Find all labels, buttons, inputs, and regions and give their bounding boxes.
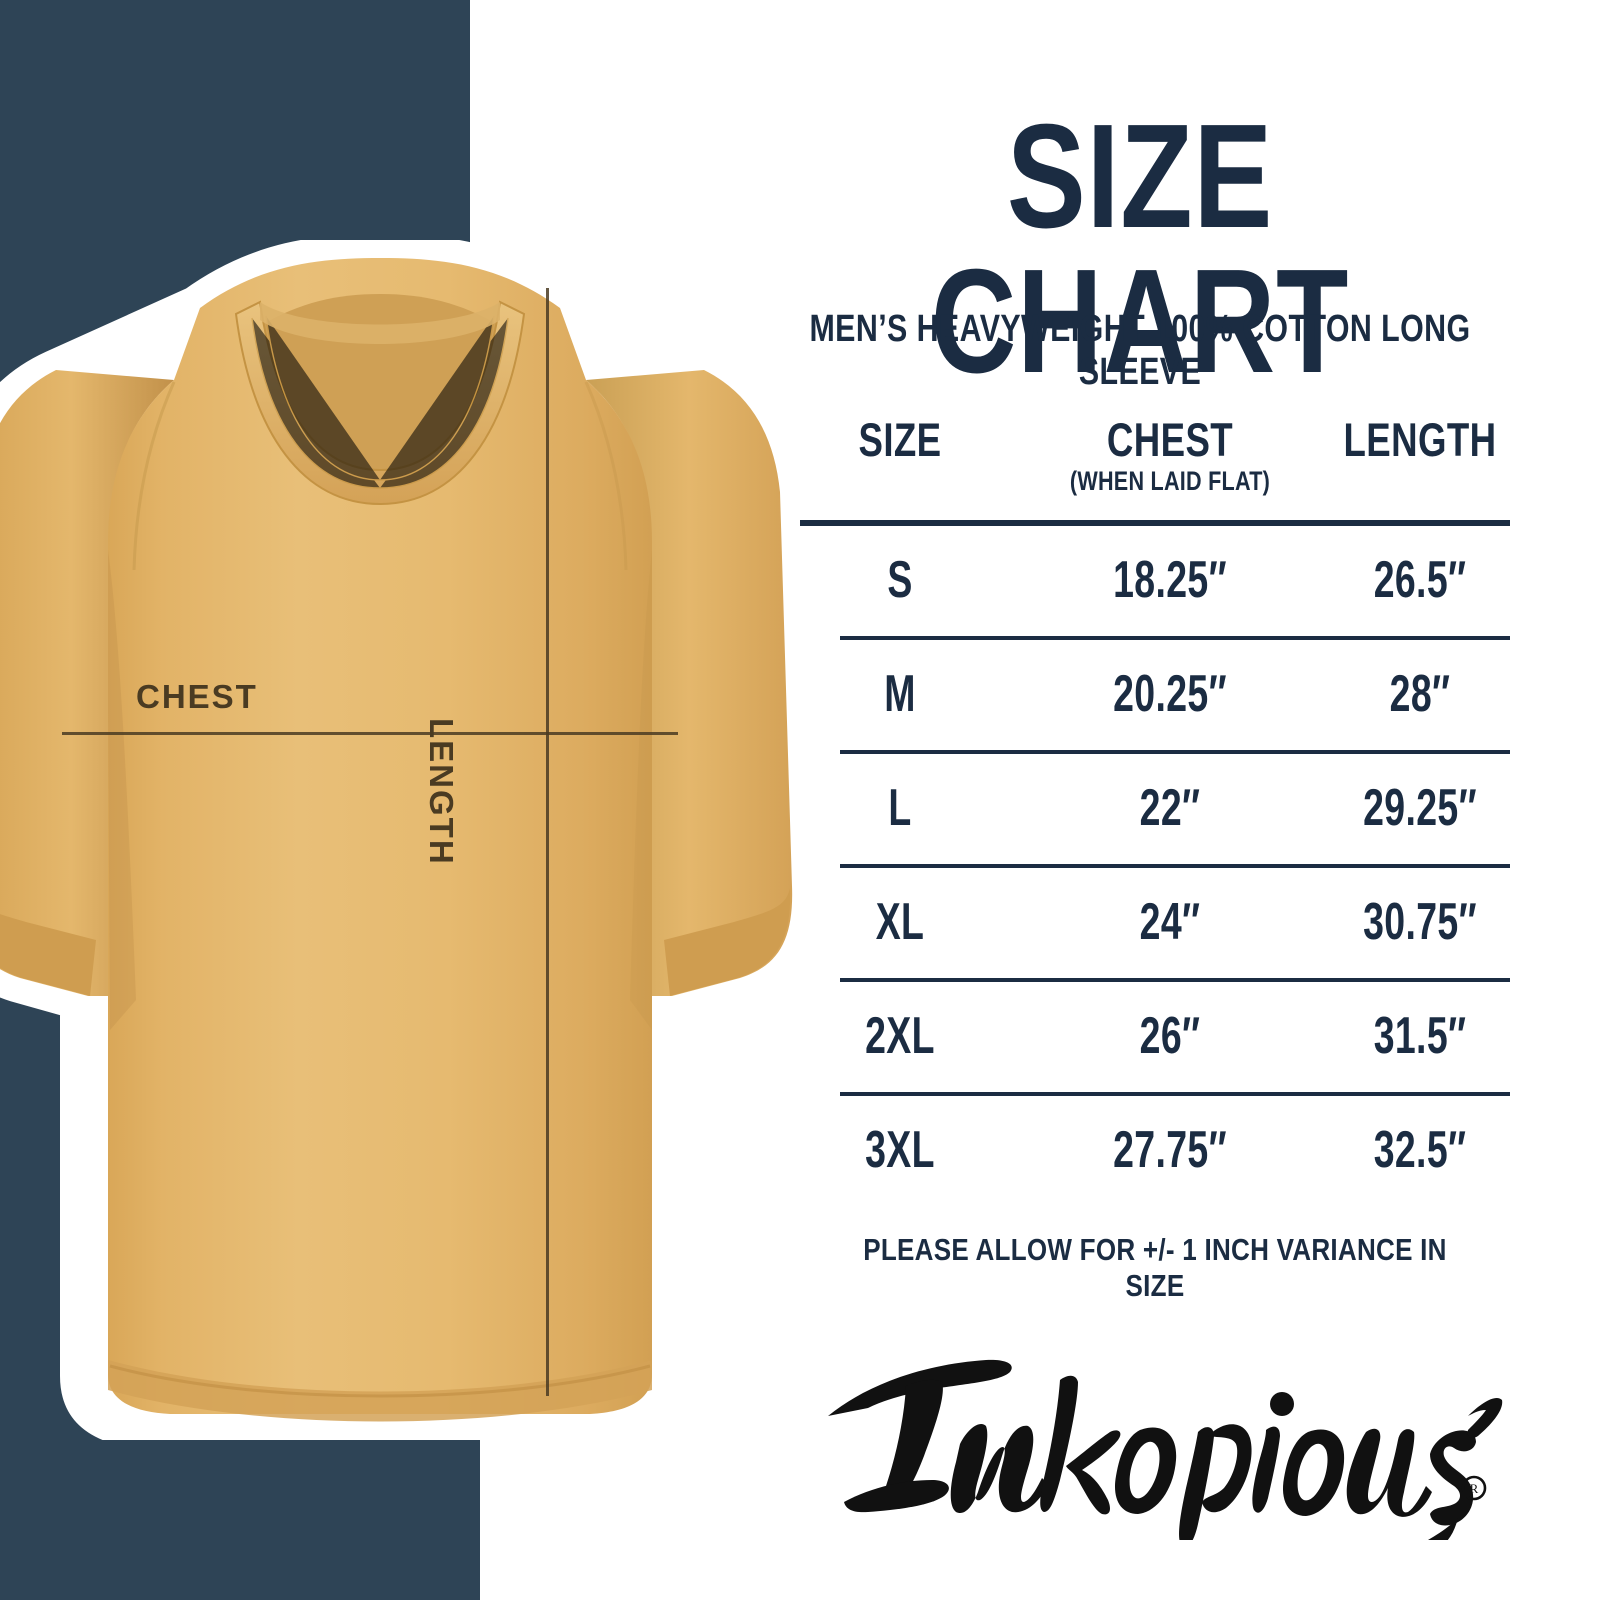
table-header-rule: [800, 520, 1510, 526]
column-header-chest: CHEST: [1106, 413, 1234, 466]
registered-trademark-mark: R: [1461, 1475, 1487, 1501]
cell-chest: 24″: [1139, 893, 1201, 951]
page-title: SIZE CHART: [930, 94, 1350, 405]
table-row: XL 24″ 30.75″: [800, 868, 1510, 982]
row-divider: [840, 1092, 1510, 1096]
cell-length: 26.5″: [1373, 551, 1467, 609]
cell-chest: 18.25″: [1113, 551, 1227, 609]
chest-measurement-label: CHEST: [136, 678, 258, 715]
column-header-length: LENGTH: [1343, 413, 1497, 466]
shirt-right-sleeve: [586, 370, 793, 996]
shirt-hem-stitch: [109, 1364, 651, 1398]
collar-rib-lines: [251, 315, 509, 489]
shirt-right-cuff: [664, 888, 791, 996]
shirt-body: [108, 258, 652, 1414]
cell-size: S: [887, 551, 913, 609]
table-row: L 22″ 29.25″: [800, 754, 1510, 868]
shirt-neck-tape: [260, 302, 500, 344]
column-header-size: SIZE: [858, 413, 942, 466]
cell-size: 2XL: [865, 1007, 935, 1065]
cell-size: L: [888, 779, 912, 837]
size-table: SIZE CHEST LENGTH (WHEN LAID FLAT) S 18.…: [800, 412, 1510, 1179]
row-divider: [840, 978, 1510, 982]
row-divider: [840, 864, 1510, 868]
cell-chest: 22″: [1139, 779, 1201, 837]
page-subtitle: MEN’S HEAVYWEIGHT 100% COTTON LONG SLEEV…: [809, 308, 1471, 393]
cell-chest: 26″: [1139, 1007, 1201, 1065]
chest-measurement-line: [62, 732, 678, 735]
shirt-shoulder-seam-left: [132, 381, 176, 571]
table-row: M 20.25″ 28″: [800, 640, 1510, 754]
shirt-illustration: [0, 240, 800, 1440]
cell-length: 31.5″: [1373, 1007, 1467, 1065]
shirt-shadow-left: [108, 550, 136, 1030]
length-measurement-label: LENGTH: [423, 718, 460, 866]
cell-chest: 20.25″: [1113, 665, 1227, 723]
row-divider: [840, 636, 1510, 640]
shirt-svg: [0, 240, 800, 1440]
cell-size: XL: [875, 893, 925, 951]
shirt-shoulder-seam-right: [584, 381, 628, 571]
cell-length: 29.25″: [1363, 779, 1477, 837]
cell-length: 28″: [1389, 665, 1451, 723]
brand-logo: R: [810, 1320, 1510, 1551]
table-body: S 18.25″ 26.5″ M 20.25″ 28″ L 22″ 29.25″: [800, 526, 1510, 1210]
table-row: S 18.25″ 26.5″: [800, 526, 1510, 640]
cell-length: 30.75″: [1363, 893, 1477, 951]
cell-size: 3XL: [865, 1121, 935, 1179]
shirt-hem: [108, 1360, 652, 1422]
variance-note: PLEASE ALLOW FOR +/- 1 INCH VARIANCE IN …: [863, 1232, 1447, 1303]
chart-content: SIZE CHART MEN’S HEAVYWEIGHT 100% COTTON…: [700, 0, 1600, 1600]
cell-length: 32.5″: [1373, 1121, 1467, 1179]
shirt-left-cuff: [0, 914, 96, 996]
shirt-shadow-right: [630, 550, 652, 1030]
registered-mark-glyph: R: [1470, 1481, 1479, 1496]
row-divider: [840, 750, 1510, 754]
table-header-row: SIZE CHEST LENGTH (WHEN LAID FLAT): [800, 412, 1510, 520]
inkopious-logo-svg: R: [828, 1359, 1503, 1551]
logo-brush-strokes: [828, 1359, 1503, 1551]
cell-chest: 27.75″: [1113, 1121, 1227, 1179]
length-measurement-line: [546, 288, 549, 1396]
column-header-chest-note: (WHEN LAID FLAT): [1069, 466, 1271, 496]
cell-size: M: [884, 665, 916, 723]
shirt-left-sleeve: [0, 370, 174, 996]
table-row: 3XL 27.75″ 32.5″: [800, 1096, 1510, 1210]
table-row: 2XL 26″ 31.5″: [800, 982, 1510, 1096]
